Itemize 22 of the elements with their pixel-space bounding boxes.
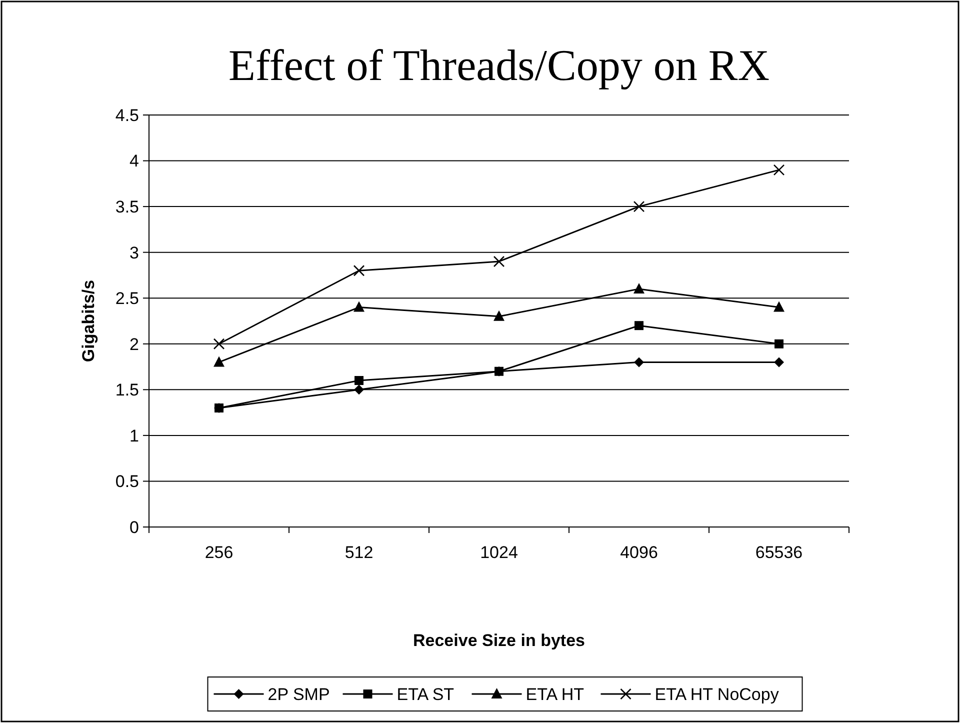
x-axis-title: Receive Size in bytes [413,631,585,650]
legend-label: 2P SMP [268,684,330,704]
y-tick-label: 0 [130,518,139,537]
chart-title: Effect of Threads/Copy on RX [228,41,770,90]
x-tick-label: 65536 [755,543,803,562]
y-tick-label: 1 [130,426,139,446]
legend-label: ETA HT [526,684,584,704]
y-tick-label: 1.5 [115,380,139,400]
x-tick-label: 4096 [620,543,658,562]
y-axis-title: Gigabits/s [79,280,98,362]
x-tick-label: 1024 [480,543,518,562]
y-tick-label: 2 [130,334,139,354]
y-tick-label: 4 [130,152,139,171]
y-tick-label: 2.5 [115,289,139,308]
y-tick-label: 3.5 [115,198,139,217]
legend-label: ETA HT NoCopy [654,684,780,704]
y-tick-label: 4.5 [115,106,139,125]
legend-label: ETA ST [396,684,454,704]
y-tick-label: 0.5 [115,472,139,492]
x-tick-label: 512 [344,543,374,562]
y-tick-label: 3 [130,243,139,262]
x-tick-label: 256 [204,543,234,562]
